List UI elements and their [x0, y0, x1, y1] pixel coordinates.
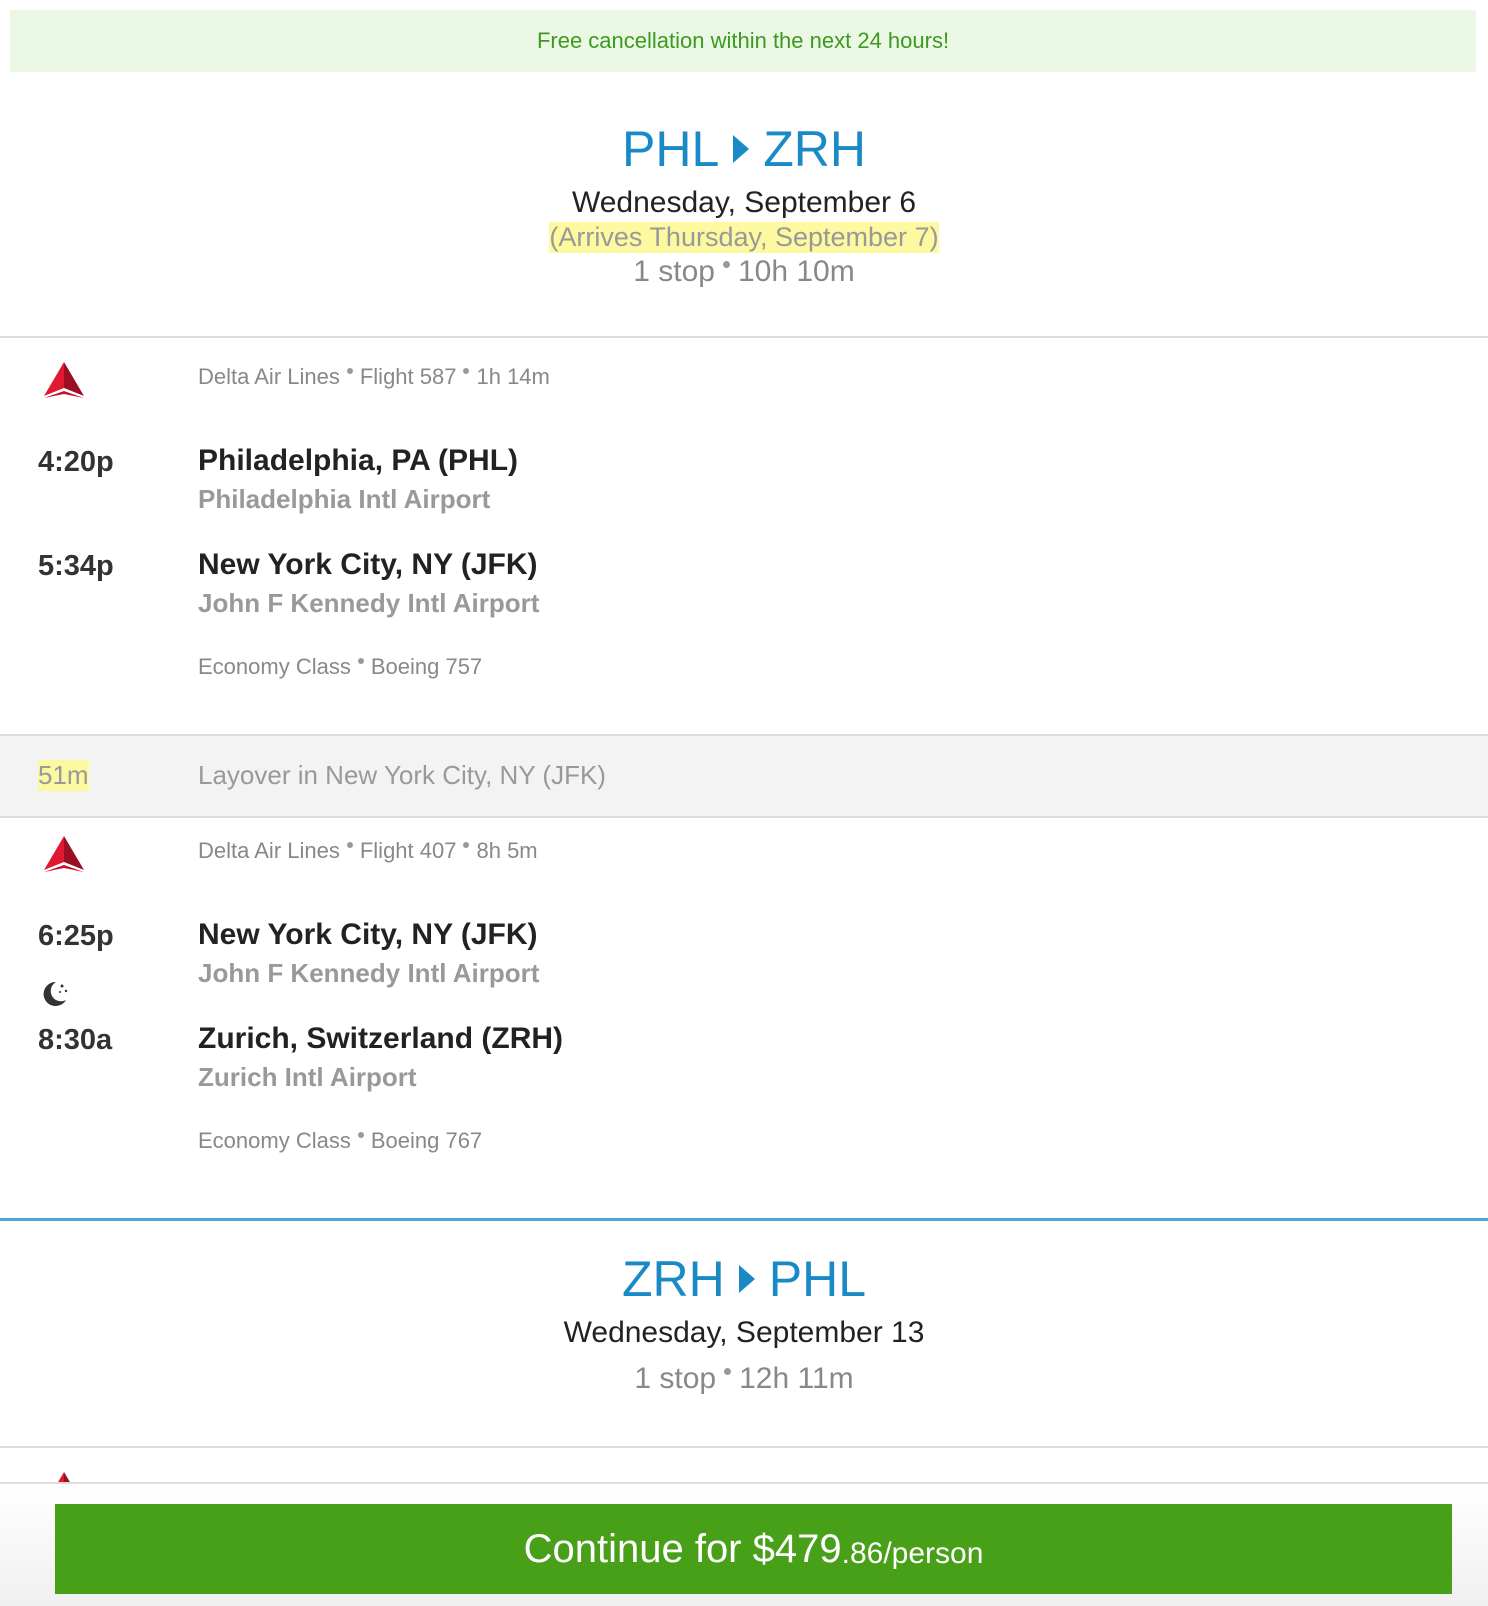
arrow-right-icon	[733, 135, 750, 163]
return-header: ZRH PHL Wednesday, September 13 1 stop 12h…	[0, 1250, 1488, 1396]
layover-location: Layover in New York City, NY (JFK)	[198, 760, 606, 790]
separator-dot	[346, 842, 353, 848]
outbound-route: PHL ZRH	[0, 120, 1488, 178]
departure-airport: Philadelphia Intl Airport	[198, 484, 491, 514]
price-cents: .86/person	[841, 1537, 984, 1570]
airline: Delta Air Lines	[198, 364, 340, 389]
price-main: Continue for $479	[523, 1526, 842, 1571]
aircraft: Boeing 767	[370, 1128, 483, 1153]
arrival-city: New York City, NY (JFK)	[198, 548, 538, 581]
flight-number: Flight 587	[359, 364, 457, 389]
arrival-city: Zurich, Switzerland (ZRH)	[198, 1022, 564, 1055]
departure-city: New York City, NY (JFK)	[198, 918, 538, 951]
separator-dot	[346, 368, 353, 374]
departure-date: Wednesday, September 6	[571, 186, 917, 219]
origin-code: PHL	[621, 121, 720, 177]
segment-info: Delta Air Lines Flight 587 1h 14m	[198, 364, 550, 390]
cabin-info: Economy Class Boeing 757	[198, 654, 482, 680]
divider	[0, 336, 1488, 338]
stops: 1 stop	[633, 255, 715, 288]
cabin-class: Economy Class	[198, 654, 351, 679]
separator-dot	[463, 842, 470, 848]
cabin-info: Economy Class Boeing 767	[198, 1128, 482, 1154]
section-divider	[0, 1218, 1488, 1221]
segment-duration: 1h 14m	[476, 364, 550, 389]
separator-dot	[722, 261, 730, 268]
trip-summary: 1 stop 10h 10m	[0, 255, 1488, 289]
departure-time: 6:25p	[38, 920, 114, 952]
free-cancellation-banner: Free cancellation within the next 24 hou…	[10, 10, 1476, 72]
airline: Delta Air Lines	[198, 838, 340, 863]
layover-duration: 51m	[38, 760, 89, 791]
separator-dot	[463, 368, 470, 374]
sticky-footer: Continue for $479.86/person	[0, 1482, 1488, 1606]
delta-logo-icon	[44, 362, 84, 398]
continue-button[interactable]: Continue for $479.86/person	[55, 1504, 1452, 1594]
flight-number: Flight 407	[359, 838, 457, 863]
departure-airport: John F Kennedy Intl Airport	[198, 958, 540, 988]
departure-time: 4:20p	[38, 446, 114, 478]
total-duration: 12h 11m	[739, 1362, 854, 1395]
aircraft: Boeing 757	[370, 654, 483, 679]
separator-dot	[357, 1132, 364, 1138]
total-duration: 10h 10m	[737, 255, 855, 288]
separator-dot	[724, 1368, 732, 1375]
arrival-time: 8:30a	[38, 1024, 113, 1056]
outbound-header: PHL ZRH Wednesday, September 6 (Arrives T…	[0, 120, 1488, 289]
separator-dot	[357, 658, 364, 664]
delta-logo-icon	[44, 836, 84, 872]
arrow-right-icon	[738, 1265, 755, 1293]
arrival-date-note: (Arrives Thursday, September 7)	[549, 222, 939, 253]
arrival-airport: Zurich Intl Airport	[198, 1062, 417, 1092]
destination-code: ZRH	[763, 121, 867, 177]
cabin-class: Economy Class	[198, 1128, 351, 1153]
divider	[0, 1446, 1488, 1448]
return-route: ZRH PHL	[0, 1250, 1488, 1308]
departure-date: Wednesday, September 13	[563, 1316, 925, 1349]
arrival-airport: John F Kennedy Intl Airport	[198, 588, 540, 618]
segment-info: Delta Air Lines Flight 407 8h 5m	[198, 838, 538, 864]
trip-summary: 1 stop 12h 11m	[0, 1362, 1488, 1396]
destination-code: PHL	[768, 1251, 867, 1307]
stops: 1 stop	[634, 1362, 717, 1395]
departure-city: Philadelphia, PA (PHL)	[198, 444, 519, 477]
layover-row: 51m Layover in New York City, NY (JFK)	[0, 734, 1488, 818]
arrival-time: 5:34p	[38, 550, 114, 582]
segment-duration: 8h 5m	[476, 838, 538, 863]
overnight-moon-icon	[43, 981, 68, 1006]
origin-code: ZRH	[621, 1251, 725, 1307]
